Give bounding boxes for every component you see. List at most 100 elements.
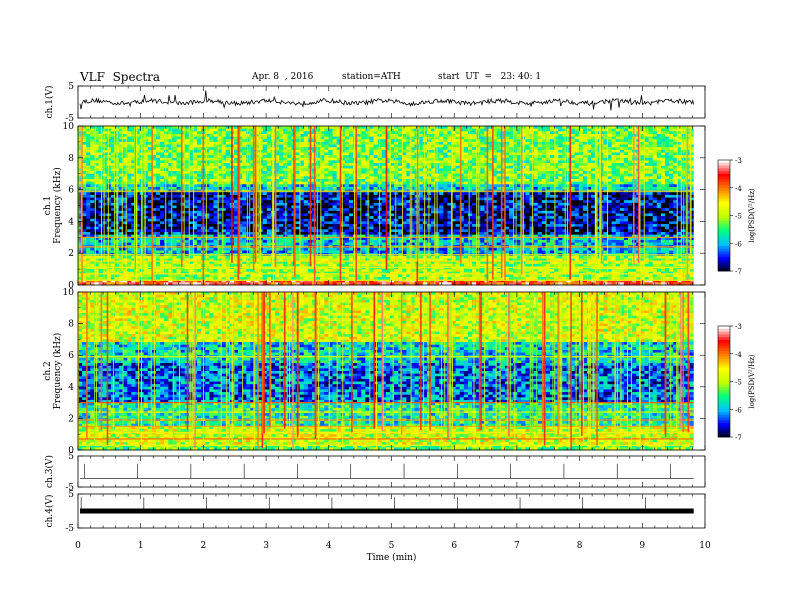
psd-cell: [385, 136, 391, 140]
psd-cell: [525, 133, 531, 138]
psd-cell: [541, 128, 547, 132]
psd-cell: [361, 141, 366, 146]
psd-cell: [90, 126, 95, 130]
psd-cell: [418, 133, 424, 138]
psd-cell: [295, 131, 301, 135]
psd-cell: [102, 147, 108, 151]
psd-cell: [90, 131, 95, 135]
psd-cell: [348, 141, 354, 146]
psd-cell: [673, 136, 678, 140]
psd-cell: [188, 144, 194, 148]
psd-cell: [529, 128, 535, 132]
psd-cell: [205, 133, 210, 138]
psd-cell: [402, 133, 407, 138]
psd-cell: [615, 126, 621, 130]
psd-cell: [554, 139, 559, 143]
psd-cell: [677, 126, 682, 130]
psd-cell: [82, 128, 87, 132]
psd-cell: [467, 126, 473, 130]
psd-cell: [324, 136, 329, 140]
psd-cell: [463, 133, 469, 138]
psd-cell: [262, 139, 268, 143]
psd-cell: [431, 126, 436, 130]
psd-cell: [677, 128, 682, 132]
psd-cell: [303, 133, 309, 138]
psd-cell: [266, 139, 272, 143]
psd-cell: [155, 141, 161, 146]
psd-cell: [537, 126, 543, 130]
psd-cell: [275, 131, 280, 135]
psd-cell: [348, 128, 354, 132]
psd-cell: [172, 144, 178, 148]
psd-cell: [402, 139, 407, 143]
psd-cell: [143, 128, 149, 132]
psd-cell: [287, 141, 292, 146]
psd-cell: [385, 126, 391, 130]
psd-cell: [443, 126, 448, 130]
psd-cell: [205, 128, 210, 132]
psd-cell: [242, 147, 247, 151]
psd-cell: [78, 126, 83, 130]
psd-cell: [656, 141, 662, 146]
psd-cell: [299, 141, 305, 146]
psd-cell: [689, 126, 695, 130]
psd-cell: [640, 128, 645, 132]
psd-cell: [106, 128, 112, 132]
psd-cell: [287, 136, 292, 140]
psd-cell: [287, 128, 292, 132]
psd-cell: [357, 131, 362, 135]
psd-cell: [619, 136, 625, 140]
psd-cell: [279, 131, 284, 135]
psd-cell: [648, 131, 654, 135]
psd-cell: [82, 136, 87, 140]
psd-cell: [677, 136, 682, 140]
psd-cell: [591, 139, 596, 143]
psd-cell: [533, 141, 539, 146]
psd-cell: [143, 139, 149, 143]
psd-cell: [197, 126, 202, 130]
psd-cell: [562, 144, 567, 148]
psd-cell: [628, 131, 633, 135]
psd-cell: [406, 128, 411, 132]
psd-cell: [500, 139, 506, 143]
psd-cell: [574, 128, 580, 132]
psd-cell: [652, 144, 658, 148]
psd-cell: [623, 131, 629, 135]
psd-cell: [176, 133, 182, 138]
psd-cell: [644, 128, 650, 132]
psd-cell: [652, 136, 658, 140]
psd-cell: [225, 131, 231, 135]
psd-cell: [180, 128, 186, 132]
psd-cell: [656, 131, 662, 135]
psd-cell: [295, 141, 301, 146]
psd-cell: [184, 141, 190, 146]
psd-cell: [279, 139, 284, 143]
psd-cell: [86, 133, 91, 138]
psd-cell: [217, 126, 223, 130]
psd-cell: [155, 126, 161, 130]
psd-cell: [488, 141, 494, 146]
psd-cell: [619, 126, 625, 130]
psd-cell: [689, 144, 695, 148]
psd-cell: [332, 131, 338, 135]
psd-cell: [106, 141, 112, 146]
psd-cell: [287, 139, 292, 143]
psd-cell: [123, 147, 128, 151]
psd-cell: [221, 126, 227, 130]
psd-cell: [586, 139, 592, 143]
psd-cell: [164, 147, 169, 151]
psd-cell: [328, 131, 333, 135]
psd-cell: [184, 144, 190, 148]
psd-cell: [213, 128, 219, 132]
psd-cell: [525, 128, 531, 132]
psd-cell: [459, 133, 465, 138]
psd-cell: [644, 126, 650, 130]
psd-cell: [513, 141, 518, 146]
psd-cell: [102, 133, 108, 138]
psd-cell: [689, 136, 695, 140]
psd-cell: [537, 141, 543, 146]
psd-cell: [554, 141, 559, 146]
psd-cell: [127, 131, 132, 135]
psd-cell: [328, 128, 333, 132]
